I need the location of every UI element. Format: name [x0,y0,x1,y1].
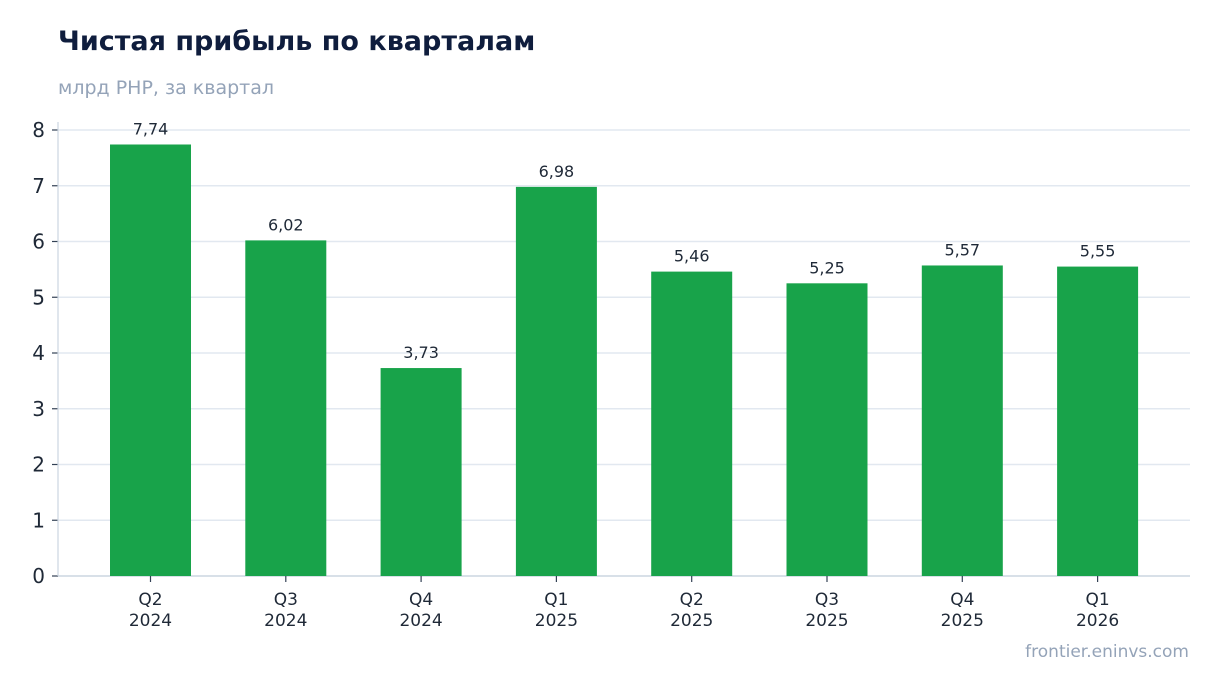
chart-title: Чистая прибыль по кварталам [58,26,536,57]
axes [52,122,1190,582]
x-tick-label: Q3 [274,590,298,610]
x-tick-label: Q1 [1085,590,1109,610]
bar [110,144,191,576]
x-tick-label: 2024 [264,611,307,631]
bar [1057,266,1139,576]
y-tick-label: 0 [32,564,45,588]
y-tick-label: 6 [32,230,45,254]
chart-subtitle: млрд РНР, за квартал [58,77,275,99]
x-tick-label: 2025 [535,611,578,631]
y-tick-label: 8 [32,118,45,142]
x-tick-label: Q2 [138,590,162,610]
x-tick-label: 2025 [670,611,713,631]
data-label: 6,02 [268,215,304,234]
x-tick-label: Q2 [680,590,704,610]
y-tick-label: 4 [32,341,45,365]
y-tick-label: 7 [32,174,45,198]
bar [921,265,1003,576]
x-tick-label: Q4 [409,590,433,610]
y-tick-label: 3 [32,397,45,421]
data-label: 5,57 [944,240,980,259]
x-tick-label: Q4 [950,590,974,610]
x-tick-label: 2024 [129,611,172,631]
x-tick-label: 2025 [805,611,848,631]
x-tick-label: 2025 [941,611,984,631]
bar [380,368,462,576]
x-tick-label: 2026 [1076,611,1119,631]
data-label: 3,73 [403,343,439,362]
source-watermark: frontier.eninvs.com [1025,642,1189,662]
x-tick-label: Q1 [544,590,568,610]
data-label: 5,46 [674,247,710,266]
data-label: 5,25 [809,258,845,277]
data-label: 6,98 [539,162,575,181]
x-tick-label: 2024 [399,611,442,631]
bar [786,283,868,576]
bar [651,271,733,576]
data-label: 5,55 [1080,242,1116,261]
y-tick-label: 5 [32,285,45,309]
bar [515,186,597,577]
bars [110,144,1139,577]
x-tick-label: Q3 [815,590,839,610]
y-tick-label: 2 [32,453,45,477]
grid-lines [58,129,1190,521]
bar [245,240,327,576]
data-label: 7,74 [133,119,169,138]
y-tick-label: 1 [32,508,45,532]
